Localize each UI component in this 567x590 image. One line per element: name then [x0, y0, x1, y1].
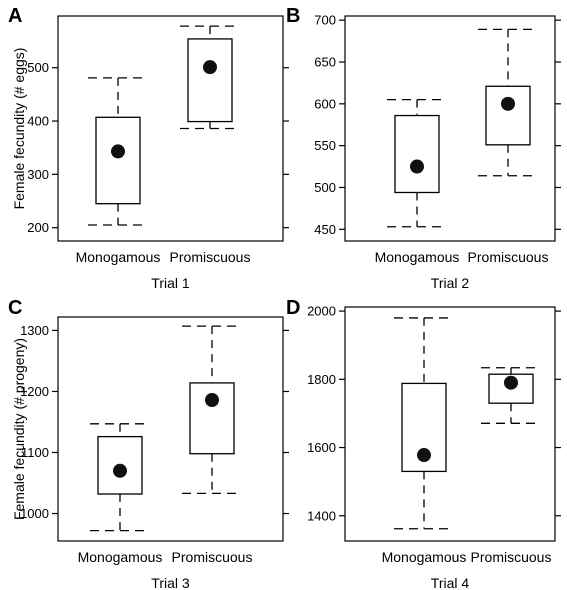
- panel-letter: D: [286, 297, 300, 319]
- x-category-label: Promiscuous: [468, 249, 549, 265]
- plot-frame: [57, 15, 284, 242]
- iqr-box: [95, 116, 141, 205]
- mean-point: [205, 393, 219, 408]
- box-promiscuous: [180, 25, 240, 130]
- mean-point: [501, 96, 515, 111]
- y-tick-label: 1400: [307, 508, 336, 523]
- y-tick-label: 550: [314, 138, 336, 153]
- y-tick-label: 500: [27, 60, 49, 75]
- panel-letter: C: [8, 297, 22, 319]
- box-promiscuous: [478, 28, 538, 177]
- y-tick-label: 500: [314, 180, 336, 195]
- iqr-box: [394, 114, 440, 194]
- box-promiscuous: [481, 367, 541, 424]
- mean-point: [410, 159, 424, 174]
- x-category-label: Monogamous: [78, 549, 163, 565]
- x-axis-label: Trial 3: [151, 575, 190, 590]
- box-monogamous: [90, 423, 150, 532]
- box-monogamous: [88, 77, 148, 226]
- x-category-label: Monogamous: [375, 249, 460, 265]
- y-tick-label: 300: [27, 167, 49, 182]
- mean-point: [203, 60, 217, 75]
- x-category-label: Promiscuous: [172, 549, 253, 565]
- x-axis-label: Trial 1: [151, 275, 190, 291]
- box-monogamous: [387, 98, 447, 228]
- panel-letter: B: [286, 5, 300, 27]
- panel-b: B 450 500 550 600 650 700 Monogamous Promiscuous…: [286, 5, 561, 291]
- y-axis-label: Female fecundity (# progeny): [11, 338, 27, 520]
- x-axis-label: Trial 2: [431, 275, 470, 291]
- plot-frame: [57, 316, 284, 542]
- mean-point: [417, 448, 431, 463]
- y-tick-label: 600: [314, 96, 336, 111]
- x-category-label: Monogamous: [76, 249, 161, 265]
- y-tick-label: 1000: [20, 506, 49, 521]
- x-category-label: Promiscuous: [471, 549, 552, 565]
- y-tick-label: 1200: [20, 384, 49, 399]
- x-axis-label: Trial 4: [431, 575, 470, 590]
- y-tick-label: 1300: [20, 323, 49, 338]
- y-axis-label: Female fecundity (# eggs): [11, 48, 27, 210]
- y-tick-label: 400: [27, 114, 49, 129]
- y-tick-label: 1100: [21, 445, 49, 460]
- y-tick-label: 450: [314, 222, 336, 237]
- y-tick-label: 650: [314, 55, 336, 70]
- plot-frame: [344, 306, 556, 542]
- x-category-label: Monogamous: [382, 549, 467, 565]
- y-tick-label: 1600: [307, 440, 336, 455]
- iqr-box: [485, 85, 531, 146]
- plot-frame: [344, 15, 556, 242]
- panel-d: D 1400 1600 1800 2000 Monogamous PromiscuousTr…: [286, 297, 561, 590]
- x-category-label: Promiscuous: [170, 249, 251, 265]
- mean-point: [113, 463, 127, 478]
- y-tick-label: 2000: [307, 304, 336, 319]
- y-tick-label: 1800: [307, 372, 336, 387]
- box-monogamous: [394, 317, 454, 530]
- iqr-box: [187, 38, 233, 123]
- y-tick-label: 700: [314, 13, 336, 28]
- mean-point: [111, 144, 125, 159]
- y-tick-label: 200: [27, 220, 49, 235]
- panel-letter: A: [8, 5, 22, 27]
- mean-point: [504, 375, 518, 390]
- box-promiscuous: [182, 325, 242, 495]
